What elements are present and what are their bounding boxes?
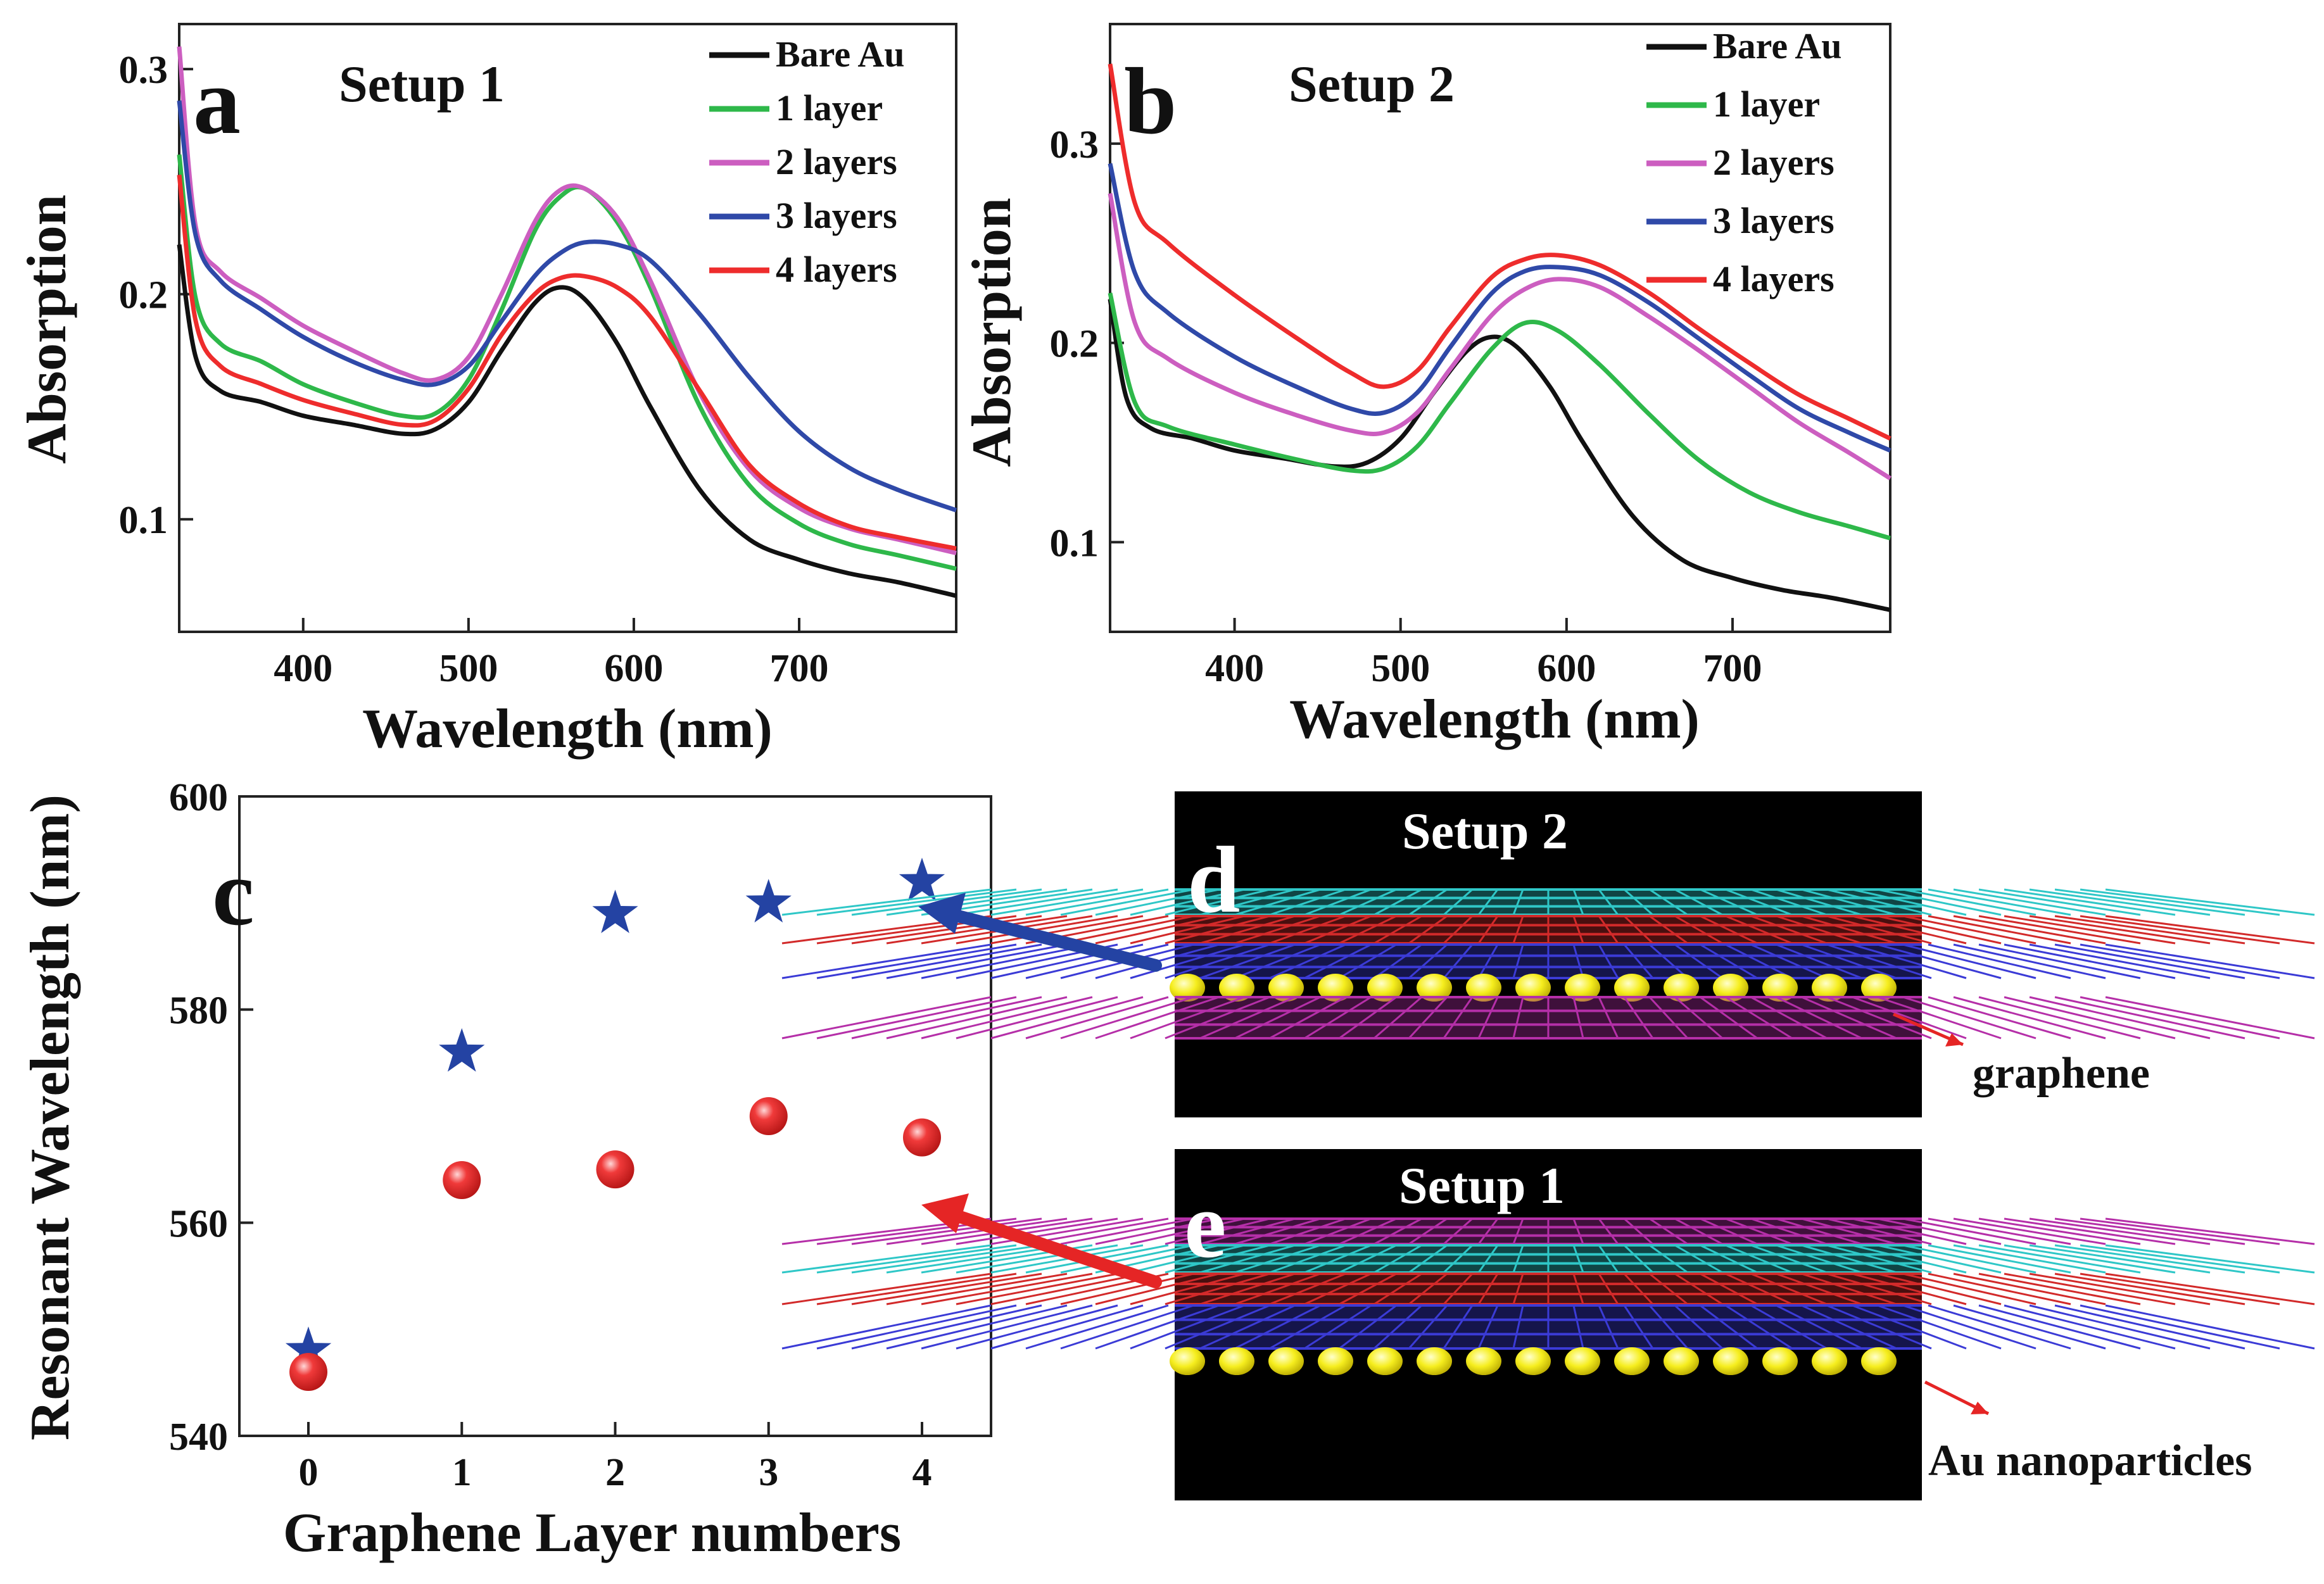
layer-magenta-d: [781, 996, 2315, 1040]
x-tick-label-a-500: 500: [439, 647, 498, 690]
x-tick-label-a-400: 400: [274, 647, 332, 690]
legend-label-b-1-layer: 1 layer: [1713, 84, 1820, 125]
x-tick-label-b-600: 600: [1537, 647, 1596, 690]
y-axis-label-c: Resonant Wavelength (nm): [20, 795, 81, 1440]
panel-letter-c: c: [212, 840, 255, 945]
graphene-label: graphene: [1973, 1049, 2150, 1098]
panel-b-absorption-setup2: 400 500 600 700 0.1 0.2 0.3 b Setup 2 Bare Au 1…: [961, 23, 1891, 750]
sphere-marker-3: [749, 1097, 788, 1135]
layer-red-e: [781, 1273, 2315, 1305]
series-line-b-3-layers: [1108, 163, 1891, 453]
legend-label-a-3-layers: 3 layers: [776, 195, 897, 236]
star-marker-4: [899, 857, 945, 902]
y-tick-label-a-0-2: 0.2: [119, 274, 168, 317]
x-tick-label-c-4: 4: [912, 1451, 931, 1494]
y-tick-label-a-0-1: 0.1: [119, 499, 168, 542]
legend-a: Bare Au 1 layer 2 layers 3 layers 4 layers: [709, 34, 905, 290]
panel-d-title: Setup 2: [1402, 802, 1568, 860]
star-marker-1: [439, 1028, 485, 1072]
series-line-b-1-layer: [1108, 292, 1891, 541]
legend-label-a-bare-au: Bare Au: [776, 34, 905, 75]
chart-title-b: Setup 2: [1289, 55, 1455, 113]
panel-letter-d: d: [1187, 827, 1240, 933]
connecting-arrows: [918, 893, 1162, 1288]
x-tick-label-b-700: 700: [1703, 647, 1762, 690]
star-marker-2: [592, 889, 638, 933]
series-line-b-4-layers: [1108, 63, 1891, 441]
series-line-a-1-layer: [177, 154, 957, 571]
series-line-b-2-layers: [1108, 192, 1891, 481]
legend-label-b-bare-au: Bare Au: [1713, 25, 1842, 66]
series-line-a-4-layers: [177, 174, 957, 551]
red-arrow-head: [921, 1193, 969, 1233]
red-arrow-shaft: [950, 1209, 1162, 1288]
legend-label-a-2-layers: 2 layers: [776, 141, 897, 182]
panel-c-resonant-wavelength: 0 1 2 3 4 540 560 580 600 c Graphene Layer numbe…: [20, 776, 992, 1564]
x-tick-label-c-0: 0: [299, 1451, 319, 1494]
series-line-a-3-layers: [177, 100, 957, 513]
legend-label-b-2-layers: 2 layers: [1713, 142, 1835, 183]
panel-e-title: Setup 1: [1399, 1157, 1565, 1214]
x-axis-label-a: Wavelength (nm): [362, 698, 773, 760]
sphere-marker-0: [289, 1353, 328, 1391]
legend-label-b-4-layers: 4 layers: [1713, 258, 1835, 299]
x-tick-label-a-600: 600: [604, 647, 663, 690]
blue-arrow-shaft: [947, 908, 1162, 972]
au-nanoparticles-e: [1170, 1347, 1897, 1375]
layer-red-d: [781, 915, 2315, 945]
layer-magenta-e: [781, 1217, 2315, 1245]
au-nanoparticles-label: Au nanoparticles: [1928, 1436, 2252, 1485]
star-marker-3: [745, 879, 792, 923]
au-nanoparticles-d: [1170, 974, 1897, 1002]
x-tick-label-c-3: 3: [759, 1451, 778, 1494]
graphene-pointer-head: [1945, 1033, 1963, 1047]
series-line-a-2-layers: [177, 46, 957, 556]
y-axis-label-a: Absorption: [16, 194, 78, 463]
legend-b: Bare Au 1 layer 2 layers 3 layers 4 layers: [1646, 25, 1842, 299]
legend-label-b-3-layers: 3 layers: [1713, 200, 1835, 241]
layer-cyan-e: [781, 1244, 2315, 1274]
panel-d-layer-stack: [781, 888, 2315, 1040]
panel-e-setup1-illustration: e Setup 1 Au nanoparticles: [781, 1149, 2315, 1500]
y-tick-label-b-0-3: 0.3: [1050, 123, 1099, 167]
y-tick-label-b-0-1: 0.1: [1050, 522, 1099, 565]
plot-frame-a: [178, 23, 957, 633]
y-tick-label-a-0-3: 0.3: [119, 49, 168, 92]
star-marker-0: [285, 1326, 332, 1371]
x-tick-label-a-700: 700: [769, 647, 828, 690]
layer-blue-d: [781, 943, 2315, 979]
series-line-b-bare-au: [1108, 298, 1891, 612]
y-tick-label-c-540: 540: [169, 1416, 228, 1459]
y-tick-label-c-560: 560: [169, 1202, 228, 1245]
y-tick-label-c-580: 580: [169, 990, 228, 1033]
x-tick-label-c-2: 2: [605, 1451, 625, 1494]
x-axis-label-b: Wavelength (nm): [1289, 689, 1700, 750]
x-tick-label-b-400: 400: [1205, 647, 1264, 690]
panel-letter-e: e: [1184, 1172, 1227, 1278]
x-tick-label-c-1: 1: [452, 1451, 472, 1494]
panel-letter-b: b: [1124, 49, 1177, 154]
sphere-marker-2: [596, 1150, 635, 1189]
au-pointer-head: [1971, 1402, 1988, 1414]
panel-d-setup2-illustration: d Setup 2 graphene: [781, 791, 2315, 1117]
panel-letter-a: a: [193, 49, 241, 154]
series-line-a-bare-au: [177, 244, 957, 598]
panel-a-absorption-setup1: 400 500 600 700 0.1 0.2 0.3 a Setup 1 Bare Au 1…: [16, 23, 957, 760]
y-axis-label-b: Absorption: [961, 198, 1023, 467]
layer-cyan-d: [781, 888, 2315, 916]
y-tick-label-c-600: 600: [169, 776, 228, 819]
legend-label-a-4-layers: 4 layers: [776, 249, 897, 290]
blue-arrow-head: [918, 893, 966, 934]
sphere-marker-1: [443, 1161, 481, 1199]
y-tick-label-b-0-2: 0.2: [1050, 323, 1099, 366]
sphere-marker-4: [902, 1118, 941, 1157]
x-axis-label-c: Graphene Layer numbers: [283, 1502, 901, 1564]
legend-label-a-1-layer: 1 layer: [776, 87, 883, 129]
layer-blue-e: [781, 1304, 2315, 1350]
panel-e-layer-stack: [781, 1217, 2315, 1375]
chart-title-a: Setup 1: [339, 55, 505, 113]
plot-frame-b: [1109, 23, 1891, 633]
x-tick-label-b-500: 500: [1371, 647, 1430, 690]
